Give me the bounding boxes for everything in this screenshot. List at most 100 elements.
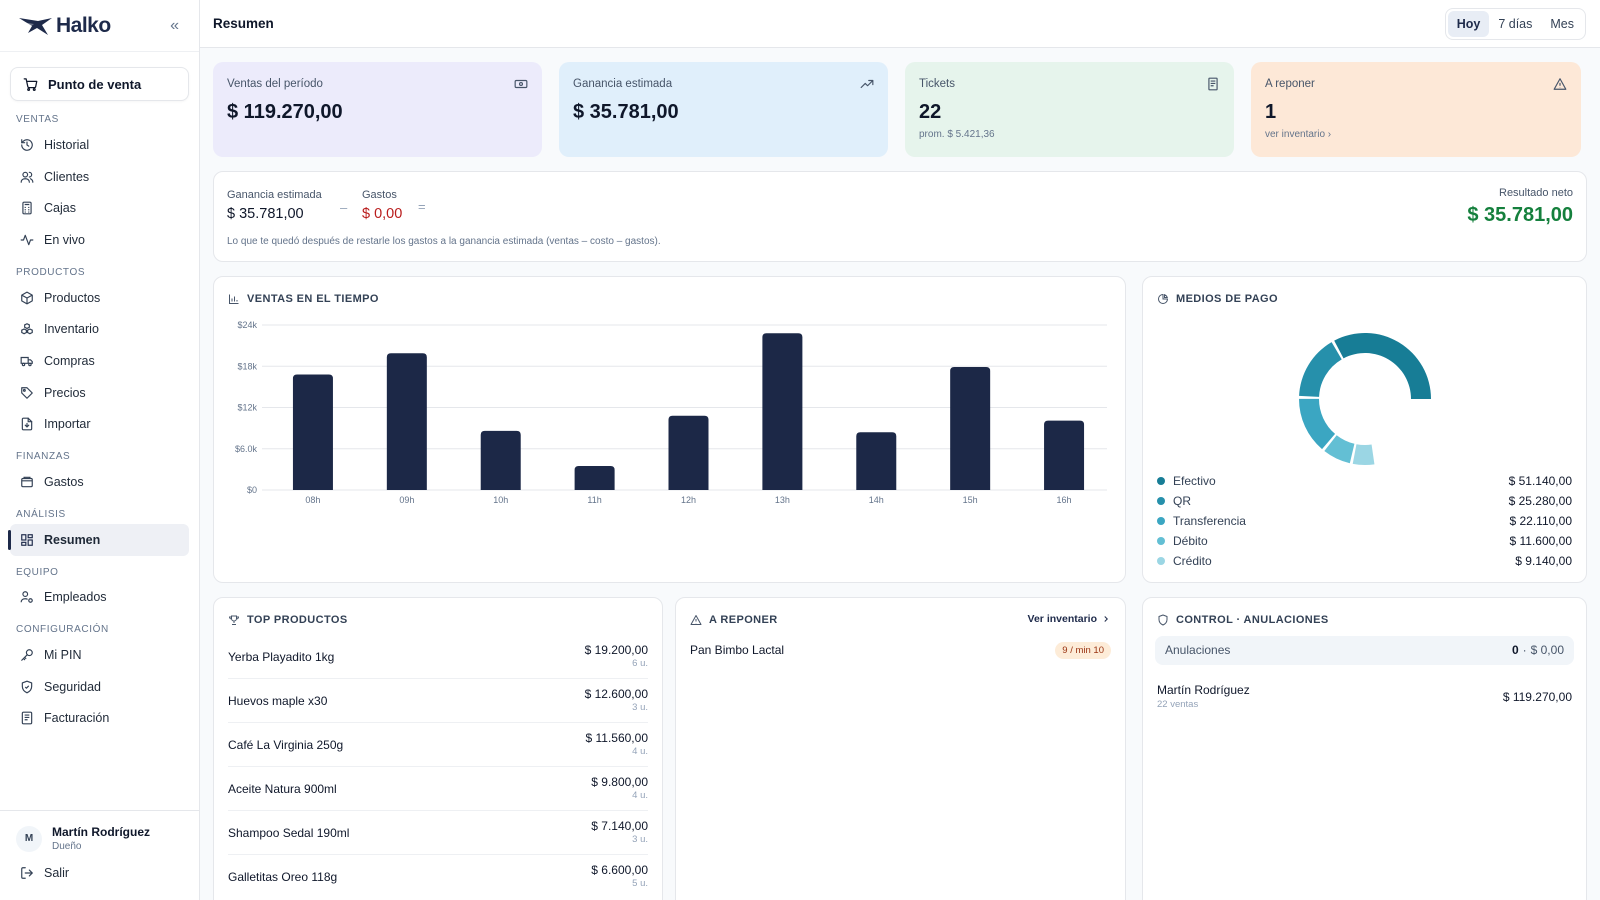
pos-button[interactable]: Punto de venta <box>10 67 189 101</box>
sidebar-item-historial[interactable]: Historial <box>0 129 199 161</box>
trending-up-icon <box>860 79 874 89</box>
restock-item-name[interactable]: Pan Bimbo Lactal <box>690 643 785 657</box>
tag-icon <box>21 386 33 399</box>
sidebar: Halko « Punto de venta VENTAS Historial … <box>0 0 200 900</box>
range-mes[interactable]: Mes <box>1550 16 1574 31</box>
bar-14h[interactable] <box>856 432 897 490</box>
slice-crédito[interactable] <box>1352 444 1375 465</box>
brand-logo[interactable]: Halko <box>18 14 111 38</box>
legend-credito: Crédito $ 9.140,00 <box>1157 551 1572 571</box>
kpi-sub: prom. $ 5.421,36 <box>919 129 995 140</box>
bar-09h[interactable] <box>386 353 427 490</box>
list-item[interactable]: Galletitas Oreo 118g $ 6.600,00 5 u. <box>228 855 648 899</box>
employee-name: Martín Rodríguez <box>1157 683 1250 697</box>
bar-13h[interactable] <box>762 333 803 490</box>
sidebar-item-inventario[interactable]: Inventario <box>0 313 199 345</box>
sidebar-item-importar[interactable]: Importar <box>0 409 199 441</box>
file-import-icon <box>21 417 33 431</box>
legend-value: $ 9.140,00 <box>1515 554 1572 568</box>
x-tick-label: 16h <box>1057 495 1072 505</box>
voids-count: 0 <box>1511 643 1519 657</box>
payments-title-text: MEDIOS DE PAGO <box>1176 293 1278 305</box>
legend-dot <box>1157 517 1165 525</box>
sidebar-item-label: Seguridad <box>44 679 101 694</box>
y-tick-label: $12k <box>237 403 257 413</box>
brand-header: Halko « <box>0 0 199 52</box>
range-7-dias[interactable]: 7 días <box>1498 16 1533 31</box>
sidebar-item-label: Resumen <box>44 532 101 547</box>
restock-card: A REPONER Ver inventario Pan Bimbo Lacta… <box>675 597 1126 900</box>
sidebar-item-label: Gastos <box>44 475 84 490</box>
legend-value: $ 22.110,00 <box>1509 514 1572 528</box>
box-icon <box>21 291 33 305</box>
user-role: Dueño <box>52 841 82 852</box>
x-tick-label: 10h <box>493 495 508 505</box>
product-name: Café La Virginia 250g <box>228 738 344 752</box>
list-item[interactable]: Shampoo Sedal 190ml $ 7.140,00 3 u. <box>228 811 648 855</box>
legend-transferencia: Transferencia $ 22.110,00 <box>1157 511 1572 531</box>
control-card: CONTROL · ANULACIONES Anulaciones 0 · $ … <box>1142 597 1587 900</box>
kpi-a-reponer[interactable]: A reponer 1 ver inventario › <box>1251 62 1581 157</box>
sidebar-item-compras[interactable]: Compras <box>0 345 199 377</box>
slice-efectivo[interactable] <box>1334 333 1431 399</box>
legend-name: QR <box>1173 494 1191 508</box>
sidebar-item-en-vivo[interactable]: En vivo <box>0 224 199 256</box>
sidebar-item-productos[interactable]: Productos <box>0 282 199 314</box>
sidebar-item-facturacion[interactable]: Facturación <box>0 703 199 735</box>
product-amount: $ 6.600,00 <box>591 863 648 877</box>
x-tick-label: 13h <box>775 495 790 505</box>
view-inventory-label: Ver inventario <box>1027 613 1097 625</box>
sidebar-item-resumen[interactable]: Resumen <box>8 523 189 556</box>
kpi-value: $ 35.781,00 <box>573 101 679 123</box>
view-inventory-button[interactable]: Ver inventario <box>1028 613 1111 625</box>
sidebar-item-precios[interactable]: Precios <box>0 377 199 409</box>
slice-transferencia[interactable] <box>1299 398 1336 450</box>
sidebar-item-label: Precios <box>44 385 86 400</box>
cart-icon <box>23 77 38 91</box>
section-analisis: ANÁLISIS <box>16 508 66 520</box>
logout-icon <box>21 867 34 879</box>
sidebar-item-gastos[interactable]: Gastos <box>0 466 199 498</box>
list-item[interactable]: Yerba Playadito 1kg $ 19.200,00 6 u. <box>228 635 648 679</box>
range-hoy[interactable]: Hoy <box>1447 10 1490 37</box>
collapse-sidebar-icon[interactable]: « <box>170 16 179 34</box>
slice-débito[interactable] <box>1324 435 1355 464</box>
bar-16h[interactable] <box>1044 420 1085 490</box>
sidebar-item-label: Empleados <box>44 590 107 605</box>
top-products-title-text: TOP PRODUCTOS <box>247 614 348 626</box>
logout-button[interactable]: Salir <box>0 858 199 888</box>
list-item[interactable]: Café La Virginia 250g $ 11.560,00 4 u. <box>228 723 648 767</box>
legend-name: Transferencia <box>1173 514 1246 528</box>
bar-12h[interactable] <box>668 415 709 490</box>
warning-icon <box>1553 78 1567 90</box>
product-units: 4 u. <box>632 746 648 757</box>
legend-dot <box>1157 477 1165 485</box>
legend-debito: Débito $ 11.600,00 <box>1157 531 1572 551</box>
bar-10h[interactable] <box>480 430 521 490</box>
bar-11h[interactable] <box>574 465 615 490</box>
legend-efectivo: Efectivo $ 51.140,00 <box>1157 471 1572 491</box>
sidebar-item-cajas[interactable]: Cajas <box>0 192 199 224</box>
sidebar-item-seguridad[interactable]: Seguridad <box>0 671 199 703</box>
employee-sales-count: 22 ventas <box>1157 699 1199 710</box>
bar-08h[interactable] <box>292 374 333 491</box>
section-ventas: VENTAS <box>16 114 59 125</box>
kpi-label: Ganancia estimada <box>573 78 673 90</box>
sidebar-item-mi-pin[interactable]: Mi PIN <box>0 639 199 671</box>
user-profile[interactable]: M Martín Rodríguez Dueño <box>0 811 199 858</box>
main-content: Resumen Hoy 7 días Mes Ventas del períod… <box>200 0 1600 900</box>
legend-name: Crédito <box>1173 554 1212 568</box>
list-item[interactable]: Aceite Natura 900ml $ 9.800,00 4 u. <box>228 767 648 811</box>
sidebar-item-clientes[interactable]: Clientes <box>0 161 199 193</box>
brand-name: Halko <box>56 13 111 37</box>
legend-value: $ 25.280,00 <box>1508 494 1572 508</box>
net-expenses-label: Gastos <box>362 189 397 201</box>
net-result-label: Resultado neto <box>1499 187 1573 199</box>
view-inventory-link[interactable]: ver inventario › <box>1265 129 1332 140</box>
bar-15h[interactable] <box>950 366 991 490</box>
slice-qr[interactable] <box>1299 342 1342 397</box>
payments-title: MEDIOS DE PAGO <box>1157 293 1278 305</box>
sidebar-item-empleados[interactable]: Empleados <box>0 582 199 614</box>
key-icon <box>21 649 33 661</box>
list-item[interactable]: Huevos maple x30 $ 12.600,00 3 u. <box>228 679 648 723</box>
